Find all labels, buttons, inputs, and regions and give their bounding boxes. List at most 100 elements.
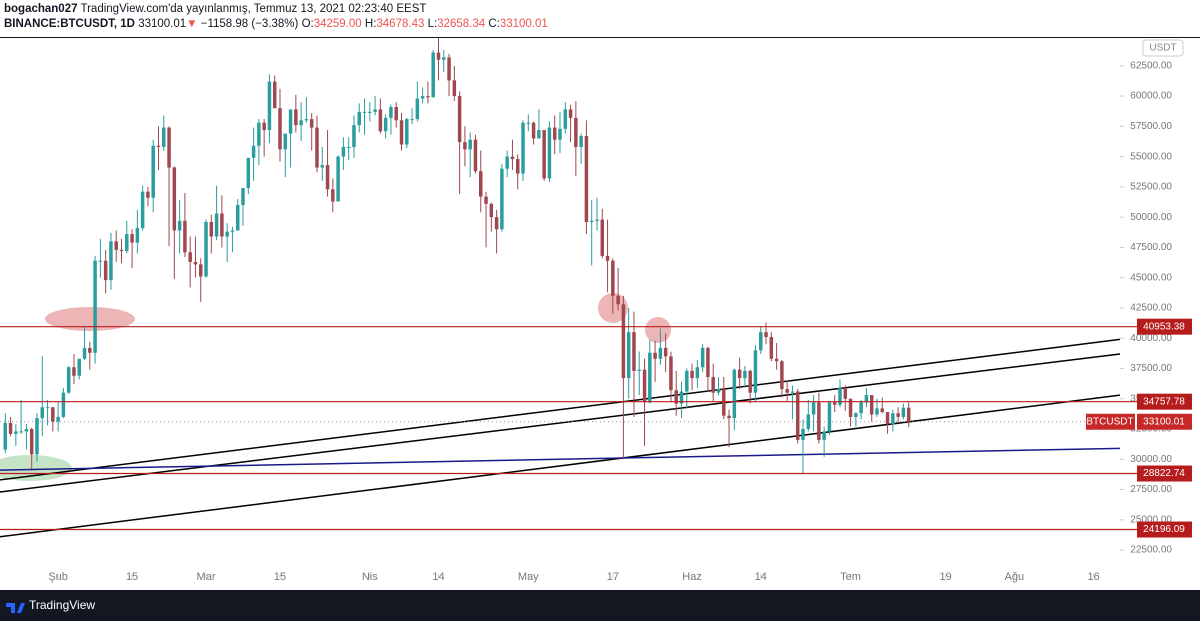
candle-body [77,358,81,376]
candle-body [415,98,420,120]
y-tick-label: 62500.00 [1130,60,1172,71]
candle-body [827,402,832,432]
candle-body [558,128,562,140]
candle-body [642,369,647,403]
ohlc-value: 33100.01 [499,18,548,30]
candle-body [383,117,388,132]
candle-body [706,347,710,377]
candle-body [288,109,293,134]
candle-body [843,387,848,399]
candle-body [854,413,858,417]
candle-body [103,260,108,281]
candle-body [632,332,636,371]
candle-body [901,407,906,417]
candle-body [19,431,23,433]
x-tick-label: Ağu [1005,571,1025,583]
y-tick-label: 60000.00 [1130,91,1172,102]
candle-body [341,146,346,157]
x-tick-label: 14 [755,571,767,583]
candle-body [906,407,911,422]
y-tick-label: 50000.00 [1130,212,1172,223]
unit: USDT [1149,43,1176,54]
candle-body [790,391,795,393]
candle-body [574,117,578,147]
level-box [1137,393,1192,410]
candle-body [869,395,874,415]
candle-body [125,234,129,252]
x-tick-label: 17 [607,571,619,583]
candle-body [394,107,398,121]
candle-body [14,431,18,434]
candle-body [442,57,446,60]
candle-body [589,220,594,222]
unit-box [1142,39,1184,57]
last: 33100.01 [138,18,187,30]
candle-body [600,219,605,256]
header-line-2: BINANCE:BTCUSDT, 1D 33100.01▼ −1158.98 (… [4,17,548,32]
highlight [45,307,135,331]
candle-body [135,228,140,243]
candle-body [515,159,520,174]
candle-body [3,422,8,450]
candle-body [700,347,705,368]
highlight [645,317,671,343]
candle-body [177,220,182,231]
candle-body [346,146,351,148]
candle-body [463,142,467,150]
candle-body [737,369,742,379]
y-tick-label: 57500.00 [1130,121,1172,132]
brand: TradingView [29,598,95,612]
candle-body [109,241,113,281]
candle-body [547,127,552,179]
candle-body [24,429,29,432]
candle-body [93,260,97,353]
candle-body [473,139,478,172]
candle-body [669,356,673,391]
candle-body [331,189,335,202]
candle-body [552,127,557,140]
candle-body [214,213,219,237]
candle-body [595,219,599,221]
candle-body [510,156,515,160]
ohlc-value: 32658.34 [437,18,486,30]
y-tick-label: 47500.00 [1130,242,1172,253]
ohlc: O:34259.00 H:34678.43 L:32658.34 C:33100… [302,18,548,30]
candle-body [162,127,166,147]
candle-body [753,350,758,393]
y-tick-label: 22500.00 [1130,545,1172,556]
candle-body [251,145,256,158]
candle-body [378,109,383,132]
candle-body [780,361,784,390]
candle-body [294,109,298,126]
candle-body [616,295,620,305]
last-price-label: 33100.01 [1143,416,1185,427]
candle-body [896,413,900,417]
candle-body [468,139,472,150]
candle-body [727,415,731,419]
candle-body [420,96,425,99]
candle-body [151,145,155,198]
candle-body [352,125,356,147]
candle-body [66,367,71,393]
symbol: BINANCE:BTCUSDT, 1D [4,18,135,30]
candle-body [29,429,34,455]
candle-body [801,429,805,440]
candle-body [167,127,171,168]
candle-body [811,402,816,415]
candle-body [426,96,430,98]
published: TradingView.com'da yayınlanmış, Temmuz 1… [80,3,427,15]
candle-body [278,108,282,150]
ohlc-label: L: [427,18,438,30]
y-tick-label: 42500.00 [1130,303,1172,314]
x-tick-label: May [518,571,539,583]
level-box [1137,465,1192,482]
candle-body [521,122,525,174]
candle-body [891,413,895,425]
candle-body [648,352,652,403]
candle-body [146,191,150,198]
last-price-box [1137,413,1192,430]
candle-body [537,130,541,139]
candle-body [72,367,76,376]
ohlc-value: 34259.00 [313,18,362,30]
